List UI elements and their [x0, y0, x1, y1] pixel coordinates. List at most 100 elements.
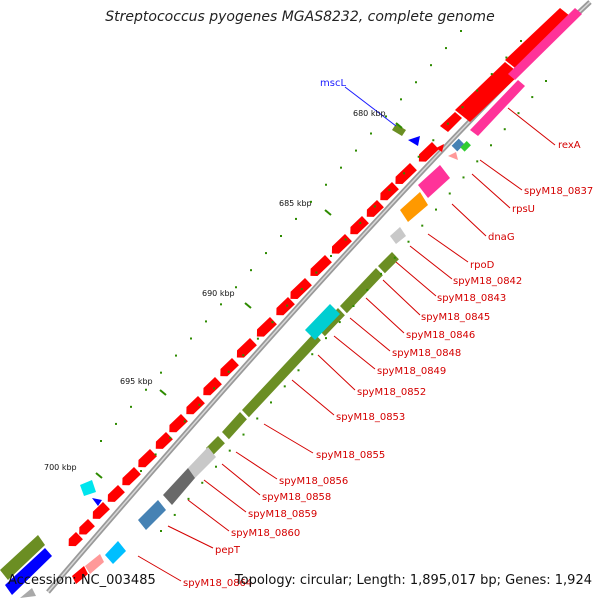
inner-gene-cyan[interactable] — [80, 480, 96, 496]
feature-label-spyM18_0859[interactable]: spyM18_0859 — [248, 509, 317, 520]
feature-label-rexA[interactable]: rexA — [558, 140, 581, 151]
minor-tick — [338, 321, 341, 324]
gene-block-blue[interactable] — [138, 500, 166, 530]
feature-label-spyM18_0852[interactable]: spyM18_0852 — [357, 387, 426, 398]
feature-label-spyM18_0837[interactable]: spyM18_0837 — [524, 186, 593, 197]
gene-arrow[interactable] — [436, 144, 444, 152]
gene-block-green[interactable] — [460, 141, 471, 152]
label-leader-line — [427, 233, 469, 263]
minor-tick — [517, 112, 520, 115]
gene-arrow[interactable] — [366, 200, 384, 217]
feature-label-spyM18_0860[interactable]: spyM18_0860 — [231, 528, 300, 539]
gene-arrow[interactable] — [380, 182, 399, 201]
gene-block[interactable] — [85, 554, 104, 574]
feature-label-spyM18_0853[interactable]: spyM18_0853 — [336, 412, 405, 423]
label-leader-line — [203, 479, 247, 513]
gene-arrow[interactable] — [107, 485, 125, 502]
gene-block-cyan[interactable] — [105, 541, 126, 564]
gene-block[interactable] — [72, 566, 88, 584]
gene-block-orange[interactable] — [400, 192, 428, 222]
gene-block-olive[interactable] — [206, 436, 225, 456]
gene-arrow[interactable] — [395, 163, 417, 184]
gene-block[interactable] — [0, 535, 45, 580]
feature-label-spyM18_0858[interactable]: spyM18_0858 — [262, 492, 331, 503]
minor-tick — [417, 155, 420, 158]
gene-arrow[interactable] — [203, 377, 222, 396]
gene-block-blue[interactable] — [451, 138, 465, 152]
gene-arrow[interactable] — [236, 338, 257, 358]
minor-tick — [403, 172, 406, 175]
gene-block-gray[interactable] — [20, 588, 36, 598]
label-leader-line — [187, 499, 230, 532]
minor-tick — [520, 40, 522, 42]
gene-block-olive[interactable] — [242, 333, 321, 418]
gene-arrow[interactable] — [186, 396, 205, 415]
scale-tick-label: 690 kbp — [202, 289, 235, 298]
gene-arrow[interactable] — [169, 414, 188, 433]
gene-arrow[interactable] — [310, 255, 332, 276]
feature-label-dnaG[interactable]: dnaG — [488, 232, 515, 243]
feature-label-spyM18_0843[interactable]: spyM18_0843 — [437, 293, 506, 304]
minor-tick — [393, 256, 396, 259]
gene-block-olive[interactable] — [340, 268, 383, 314]
gene-block[interactable] — [505, 8, 575, 72]
minor-tick — [220, 303, 222, 306]
minor-tick — [421, 224, 424, 227]
gene-block-blue[interactable] — [5, 548, 52, 595]
feature-label-spyM18_0855[interactable]: spyM18_0855 — [316, 450, 385, 461]
minor-tick — [400, 98, 402, 101]
minor-tick — [476, 89, 479, 92]
feature-label-spyM18_0848[interactable]: spyM18_0848 — [392, 348, 461, 359]
gene-arrow[interactable] — [92, 502, 110, 519]
gene-block-gray[interactable] — [188, 447, 216, 478]
gene-arrow[interactable] — [448, 152, 458, 160]
label-leader-line — [349, 317, 391, 352]
feature-label-spyM18_0842[interactable]: spyM18_0842 — [453, 276, 522, 287]
minor-tick — [201, 481, 204, 484]
gene-block[interactable] — [455, 62, 520, 122]
feature-label-spyM18_0856[interactable]: spyM18_0856 — [279, 476, 348, 487]
gene-arrow[interactable] — [220, 358, 239, 377]
gene-block-gray[interactable] — [390, 227, 406, 244]
inner-gene-blue[interactable] — [92, 498, 102, 506]
minor-tick — [430, 64, 432, 67]
feature-label-spyM18_0864[interactable]: spyM18_0864 — [183, 578, 252, 589]
feature-label-pepT[interactable]: pepT — [215, 545, 241, 556]
gene-arrow[interactable] — [79, 519, 95, 535]
gene-arrow[interactable] — [68, 532, 83, 547]
gene-block-pink[interactable] — [508, 8, 582, 80]
inner-gene-olive[interactable] — [392, 124, 406, 136]
minor-tick — [286, 304, 289, 307]
gene-block-pink[interactable] — [418, 165, 450, 198]
gene-block-cyan[interactable] — [305, 304, 340, 340]
label-leader-line — [137, 555, 182, 582]
gene-arrow[interactable] — [331, 234, 352, 254]
minor-tick — [531, 96, 534, 99]
gene-arrow[interactable] — [350, 216, 369, 235]
minor-tick — [325, 337, 327, 340]
feature-label-rpoD[interactable]: rpoD — [470, 260, 495, 271]
minor-tick — [256, 417, 259, 420]
gene-arrow[interactable] — [138, 449, 157, 468]
inner-gene-blue[interactable] — [408, 136, 420, 146]
gene-block-darkgray[interactable] — [163, 468, 195, 505]
gene-block-olive[interactable] — [378, 252, 399, 274]
gene-block-pink[interactable] — [470, 80, 525, 136]
gene-arrow[interactable] — [122, 467, 141, 486]
minor-tick — [154, 453, 157, 456]
gene-arrow[interactable] — [418, 142, 439, 162]
minor-tick — [215, 465, 217, 468]
gene-block[interactable] — [440, 112, 462, 132]
feature-label-spyM18_0849[interactable]: spyM18_0849 — [377, 366, 446, 377]
gene-block-olive[interactable] — [222, 412, 247, 440]
scale-ticks: 680 kbp 685 kbp 690 kbp 695 kbp 700 kbp — [44, 109, 403, 479]
minor-tick — [355, 149, 357, 152]
gene-arrow[interactable] — [155, 432, 173, 449]
feature-label-rpsU[interactable]: rpsU — [512, 204, 535, 215]
minor-tick — [235, 286, 237, 289]
gene-arrow[interactable] — [276, 297, 295, 316]
feature-label-spyM18_0846[interactable]: spyM18_0846 — [406, 330, 475, 341]
feature-label-spyM18_0845[interactable]: spyM18_0845 — [421, 312, 490, 323]
map-title: Streptococcus pyogenes MGAS8232, complet… — [105, 9, 495, 25]
minor-tick — [490, 144, 492, 147]
